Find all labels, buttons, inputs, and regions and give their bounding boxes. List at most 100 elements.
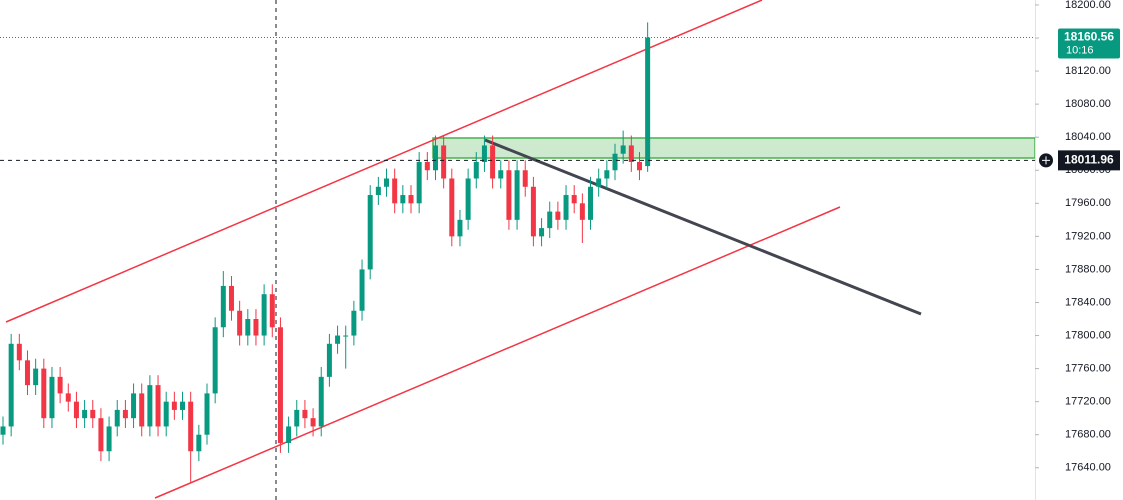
candle-body (318, 376, 324, 427)
candle-body (180, 401, 186, 410)
candle-body (188, 401, 194, 452)
candle-body (57, 376, 63, 394)
candle-body (359, 269, 365, 311)
y-tick-label: 18120.00 (1065, 65, 1111, 77)
candle-body (114, 409, 120, 427)
candle-body (514, 170, 520, 220)
candle-body (604, 170, 610, 179)
candle-body (41, 368, 47, 419)
candle-body (457, 219, 463, 237)
candle-body (645, 37, 651, 167)
candle-body (245, 319, 251, 336)
candle-body (620, 145, 626, 154)
y-tick-label: 17760.00 (1065, 363, 1111, 375)
countdown-label: 10:16 (1066, 44, 1094, 56)
candle-body (253, 319, 259, 336)
candle-body (147, 385, 153, 427)
candle-body (506, 170, 512, 220)
candle-body (367, 195, 373, 270)
candle-body (539, 228, 545, 237)
candle-body (326, 343, 332, 377)
y-tick-label: 17880.00 (1065, 263, 1111, 275)
trend-line (484, 138, 922, 316)
candle-body (432, 145, 438, 171)
candle-body (8, 343, 14, 427)
candle-body (547, 211, 553, 229)
candle-body (131, 393, 137, 419)
candle-body (636, 161, 642, 171)
candle-body (384, 178, 390, 187)
candle-body (498, 170, 504, 179)
price-axis: 17640.00 17680.00 17720.00 17760.00 17800.00… (1035, 0, 1120, 500)
candle-body (628, 145, 634, 162)
candle-body (212, 327, 218, 394)
candle-body (82, 409, 88, 419)
candle-body (335, 335, 341, 344)
candle-body (24, 360, 30, 386)
candles (0, 22, 1035, 483)
candle-body (555, 211, 561, 220)
y-tick-label: 17840.00 (1065, 296, 1111, 308)
y-tick-label: 18080.00 (1065, 98, 1111, 110)
y-tick-label: 17640.00 (1065, 462, 1111, 474)
candle-body (90, 409, 96, 419)
candle-body (530, 186, 536, 237)
last-price-badge (1058, 28, 1120, 59)
candle-body (522, 170, 528, 187)
candle-body (465, 178, 471, 220)
y-tick-label: 18200.00 (1065, 0, 1111, 11)
channel-upper (5, 0, 763, 323)
candle-body (196, 434, 202, 452)
channel-lower (154, 206, 841, 499)
candle-body (473, 161, 479, 179)
candle-body (392, 178, 398, 204)
candle-body (441, 145, 447, 179)
candle-body (310, 418, 316, 427)
candle-body (163, 401, 169, 427)
candle-body (204, 393, 210, 435)
candle-body (416, 161, 422, 204)
candle-body (449, 178, 455, 237)
candle-body (571, 195, 577, 204)
candle-body (261, 294, 267, 336)
candle-body (65, 393, 71, 402)
crosshair-label: 18011.96 (1064, 153, 1114, 167)
candle-body (0, 426, 6, 435)
candle-body (343, 335, 349, 337)
y-tick-label: 17680.00 (1065, 429, 1111, 441)
y-tick-label: 18040.00 (1065, 131, 1111, 143)
candle-body (139, 393, 145, 427)
y-tick-label: 17920.00 (1065, 230, 1111, 242)
candle-body (481, 145, 487, 162)
candle-body (424, 161, 430, 171)
candle-body (33, 368, 39, 386)
candle-body (588, 186, 594, 220)
last-price-label: 18160.56 (1064, 30, 1114, 44)
crosshair-badge (1058, 150, 1120, 171)
candle-body (563, 195, 569, 220)
candle-body (49, 376, 55, 419)
candle-body (579, 203, 585, 220)
candle-body (269, 294, 275, 328)
candle-body (612, 153, 618, 171)
candle-body (98, 418, 104, 452)
candle-body (16, 343, 22, 361)
candle-body (155, 385, 161, 427)
candle-body (294, 409, 300, 427)
candle-body (220, 285, 226, 328)
y-tick-label: 17800.00 (1065, 329, 1111, 341)
candle-body (171, 401, 177, 410)
candle-body (408, 195, 414, 204)
candle-body (490, 145, 496, 179)
candle-body (302, 409, 308, 419)
candle-body (122, 409, 128, 419)
y-tick-label: 17960.00 (1065, 197, 1111, 209)
candle-body (277, 327, 283, 443)
candle-body (106, 426, 112, 452)
candle-body (351, 310, 357, 336)
candle-body (596, 178, 602, 187)
candle-body (286, 426, 292, 443)
y-tick-label: 17720.00 (1065, 396, 1111, 408)
